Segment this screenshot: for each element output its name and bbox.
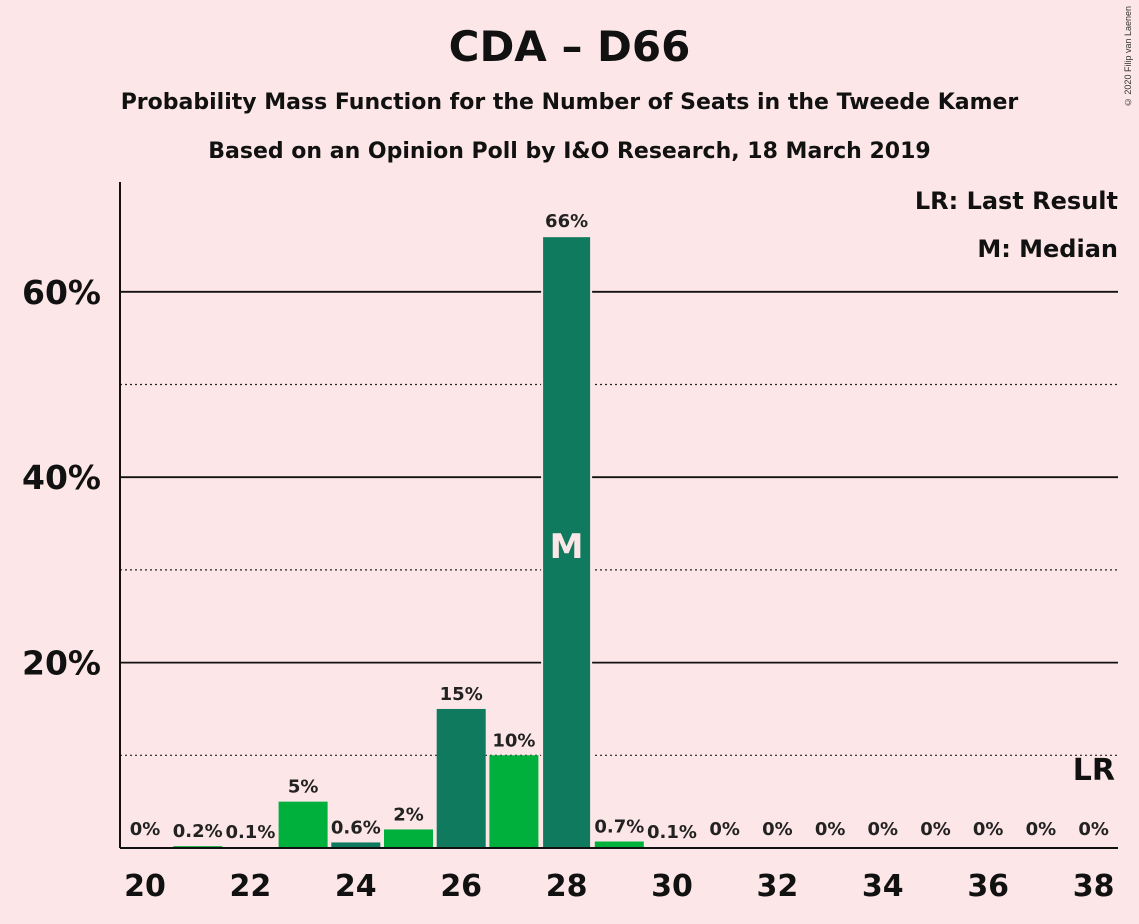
bar-value-label: 0%	[868, 819, 899, 840]
bar-value-label: 0%	[709, 819, 740, 840]
bar-value-label: 10%	[492, 730, 535, 751]
x-tick-label: 30	[651, 869, 693, 904]
bar-seat-24	[331, 842, 381, 848]
x-tick-label: 20	[124, 869, 166, 904]
y-tick-label: 20%	[22, 644, 101, 683]
axes: 20% 40% 60% 20 22 24 26 28 30 32 34 36 38	[22, 182, 1118, 904]
bar-labels: 0% 0.2% 0.1%5%0.6%2%15%10%66%0.7% 0.1% 0% 0% 0…	[130, 211, 1115, 843]
x-tick-label: 22	[230, 869, 272, 904]
y-tick-label: 60%	[22, 273, 101, 312]
legend-median: M: Median	[977, 235, 1118, 263]
bar-value-label: 0.7%	[594, 817, 644, 838]
chart-subtitle: Probability Mass Function for the Number…	[120, 90, 1019, 115]
bar-value-label: 0.1%	[225, 822, 275, 843]
bar-value-label: 66%	[545, 211, 588, 232]
bar-value-label: 0.1%	[647, 822, 697, 843]
bar-value-label: 5%	[288, 777, 319, 798]
bar-value-label: 0%	[130, 819, 161, 840]
x-tick-label: 34	[862, 869, 904, 904]
bar-seat-23	[278, 801, 328, 848]
bar-value-label: 0%	[762, 819, 793, 840]
x-tick-label: 28	[546, 869, 588, 904]
x-tick-label: 24	[335, 869, 377, 904]
median-marker: M	[550, 527, 584, 567]
bar-value-label: 0%	[920, 819, 951, 840]
last-result-marker: LR	[1073, 753, 1115, 788]
chart-title: CDA – D66	[448, 22, 691, 71]
bar-value-label: 2%	[393, 804, 424, 825]
bar-seat-25	[384, 829, 433, 848]
bar-value-label: 0%	[973, 819, 1004, 840]
x-tick-label: 36	[967, 869, 1009, 904]
bar-value-label: 0%	[815, 819, 846, 840]
bar-seat-26	[436, 708, 486, 848]
chart-subtitle-poll: Based on an Opinion Poll by I&O Research…	[208, 139, 931, 164]
bar-value-label: 0%	[1078, 819, 1109, 840]
bar-value-label: 0.6%	[331, 817, 381, 838]
x-tick-label: 38	[1073, 869, 1115, 904]
bar-value-label: 0.2%	[173, 821, 223, 842]
bars	[173, 235, 697, 849]
bar-seat-28	[541, 235, 593, 849]
bar-value-label: 15%	[440, 684, 483, 705]
y-tick-label: 40%	[22, 458, 101, 497]
grid-lines	[120, 290, 1118, 756]
x-tick-label: 32	[757, 869, 799, 904]
bar-value-label: 0%	[1026, 819, 1057, 840]
legend-last-result: LR: Last Result	[915, 187, 1118, 215]
bar-seat-27	[489, 755, 539, 848]
x-tick-label: 26	[440, 869, 482, 904]
bar-seat-29	[594, 841, 644, 848]
